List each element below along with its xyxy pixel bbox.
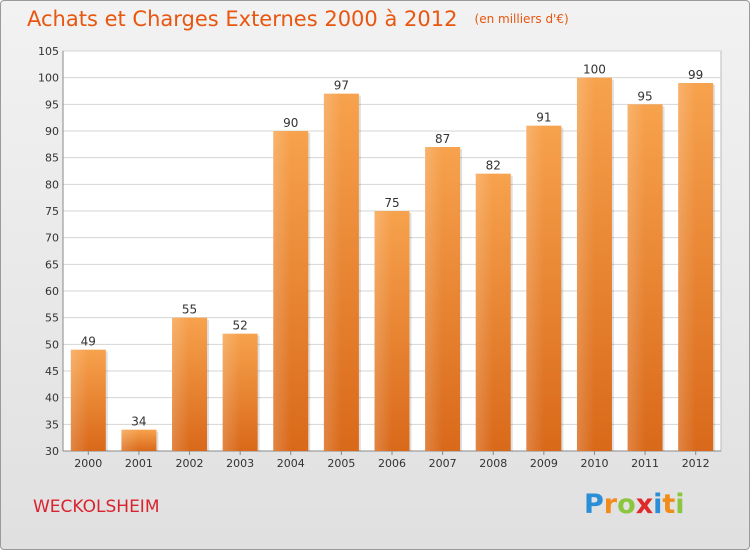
data-label: 100 [583, 63, 606, 77]
y-tick-label: 70 [45, 232, 59, 245]
bar-highlight [121, 429, 139, 451]
y-tick-label: 95 [45, 98, 59, 111]
bar-highlight [526, 125, 544, 452]
y-tick-label: 45 [45, 365, 59, 378]
data-label: 82 [486, 159, 501, 173]
logo-letter: t [662, 489, 676, 520]
logo-letter: i [675, 489, 685, 520]
logo-letter: r [603, 489, 618, 520]
y-tick-label: 105 [38, 45, 59, 58]
y-tick-label: 30 [45, 445, 59, 458]
chart-subtitle: (en milliers d'€) [474, 12, 569, 26]
bar-highlight [70, 349, 89, 451]
y-tick-label: 55 [45, 312, 59, 325]
y-tick-label: 65 [45, 258, 59, 271]
bar-highlight [576, 77, 595, 452]
data-label: 49 [81, 335, 96, 349]
data-label: 97 [334, 79, 349, 93]
data-label: 34 [131, 415, 146, 429]
proxiti-logo: Proxiti [584, 489, 685, 520]
x-tick-label: 2012 [682, 457, 710, 470]
bar-highlight [172, 317, 190, 451]
bar-highlight [222, 333, 241, 451]
bar-highlight [678, 83, 696, 451]
data-label: 52 [233, 319, 248, 333]
data-label: 90 [283, 116, 298, 130]
title-block: Achats et Charges Externes 2000 à 2012 (… [27, 7, 569, 31]
bar-highlight [273, 131, 291, 451]
bar-highlight [323, 93, 342, 452]
x-tick-label: 2011 [631, 457, 659, 470]
x-tick-label: 2001 [125, 457, 153, 470]
logo-letter: P [584, 489, 604, 520]
bar-highlight [475, 173, 494, 451]
x-tick-label: 2006 [378, 457, 406, 470]
y-tick-label: 80 [45, 178, 59, 191]
y-tick-label: 40 [45, 392, 59, 405]
logo-letter: o [617, 489, 636, 520]
x-tick-label: 2002 [176, 457, 204, 470]
x-tick-label: 2004 [277, 457, 305, 470]
y-tick-label: 35 [45, 418, 59, 431]
y-tick-label: 75 [45, 205, 59, 218]
plot-area: 30 35 40 45 50 55 60 65 70 75 80 85 90 95 100 105 49 2000… [38, 45, 722, 470]
x-tick-label: 2010 [580, 457, 608, 470]
x-tick-label: 2009 [530, 457, 558, 470]
x-tick-label: 2007 [429, 457, 457, 470]
x-tick-label: 2000 [74, 457, 102, 470]
data-label: 55 [182, 303, 197, 317]
data-label: 75 [384, 196, 399, 210]
y-tick-label: 60 [45, 285, 59, 298]
logo-letter: i [653, 489, 663, 520]
x-tick-label: 2003 [226, 457, 254, 470]
data-label: 87 [435, 132, 450, 146]
bar-highlight [374, 211, 392, 451]
y-tick-label: 50 [45, 338, 59, 351]
x-tick-label: 2008 [479, 457, 507, 470]
y-tick-label: 100 [38, 72, 59, 85]
logo-letter: x [635, 489, 654, 520]
bar-highlight [425, 147, 443, 451]
x-tick-label: 2005 [327, 457, 355, 470]
data-label: 95 [637, 89, 652, 103]
y-tick-label: 85 [45, 152, 59, 165]
chart-title: Achats et Charges Externes 2000 à 2012 [27, 7, 458, 31]
data-label: 99 [688, 68, 703, 82]
bar-highlight [627, 104, 646, 451]
y-tick-label: 90 [45, 125, 59, 138]
data-label: 91 [536, 111, 551, 125]
city-name: WECKOLSHEIM [33, 497, 160, 517]
